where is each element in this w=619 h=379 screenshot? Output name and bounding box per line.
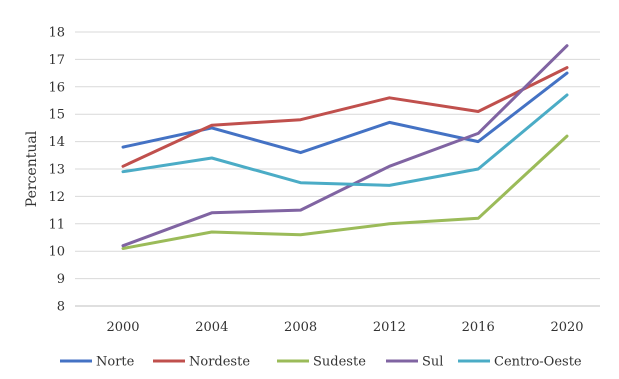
y-tick-labels: 8 9 10 11 12 13 14 15 16 17 18 xyxy=(48,26,65,315)
x-tick-label: 2000 xyxy=(106,320,139,335)
legend-label: Sul xyxy=(422,355,443,370)
y-axis-title: Percentual xyxy=(24,130,40,207)
x-tick-label: 2004 xyxy=(195,320,228,335)
legend-label: Nordeste xyxy=(189,355,250,370)
legend-item: Sudeste xyxy=(277,355,366,370)
y-tick-label: 10 xyxy=(48,245,65,260)
y-tick-label: 8 xyxy=(57,300,65,315)
x-tick-labels: 2000 2004 2008 2012 2016 2020 xyxy=(106,320,583,335)
y-tick-label: 12 xyxy=(48,190,65,205)
y-tick-label: 18 xyxy=(48,26,65,41)
series-line-centro-oeste xyxy=(121,93,569,187)
legend-label: Norte xyxy=(96,355,135,370)
series-line-sudeste xyxy=(121,134,569,250)
legend-item: Centro-Oeste xyxy=(458,355,582,370)
x-tick-label: 2016 xyxy=(462,320,495,335)
x-tick-label: 2020 xyxy=(550,320,583,335)
legend-label: Sudeste xyxy=(313,355,366,370)
grid xyxy=(75,31,600,307)
x-tick-label: 2012 xyxy=(373,320,406,335)
series-lines xyxy=(121,44,569,250)
series-line-nordeste xyxy=(121,66,569,168)
y-tick-label: 14 xyxy=(48,135,65,150)
legend: Norte Nordeste Sudeste Sul Centro-Oeste xyxy=(60,355,582,370)
y-tick-label: 15 xyxy=(48,108,65,123)
y-tick-label: 11 xyxy=(48,217,65,232)
legend-item: Sul xyxy=(386,355,443,370)
y-tick-label: 17 xyxy=(48,53,65,68)
y-tick-label: 9 xyxy=(57,272,65,287)
series-line-sul xyxy=(121,44,569,248)
legend-item: Norte xyxy=(60,355,135,370)
y-tick-label: 16 xyxy=(48,80,65,95)
y-tick-label: 13 xyxy=(48,163,65,178)
legend-item: Nordeste xyxy=(153,355,250,370)
legend-label: Centro-Oeste xyxy=(494,355,582,370)
x-tick-label: 2008 xyxy=(284,320,317,335)
